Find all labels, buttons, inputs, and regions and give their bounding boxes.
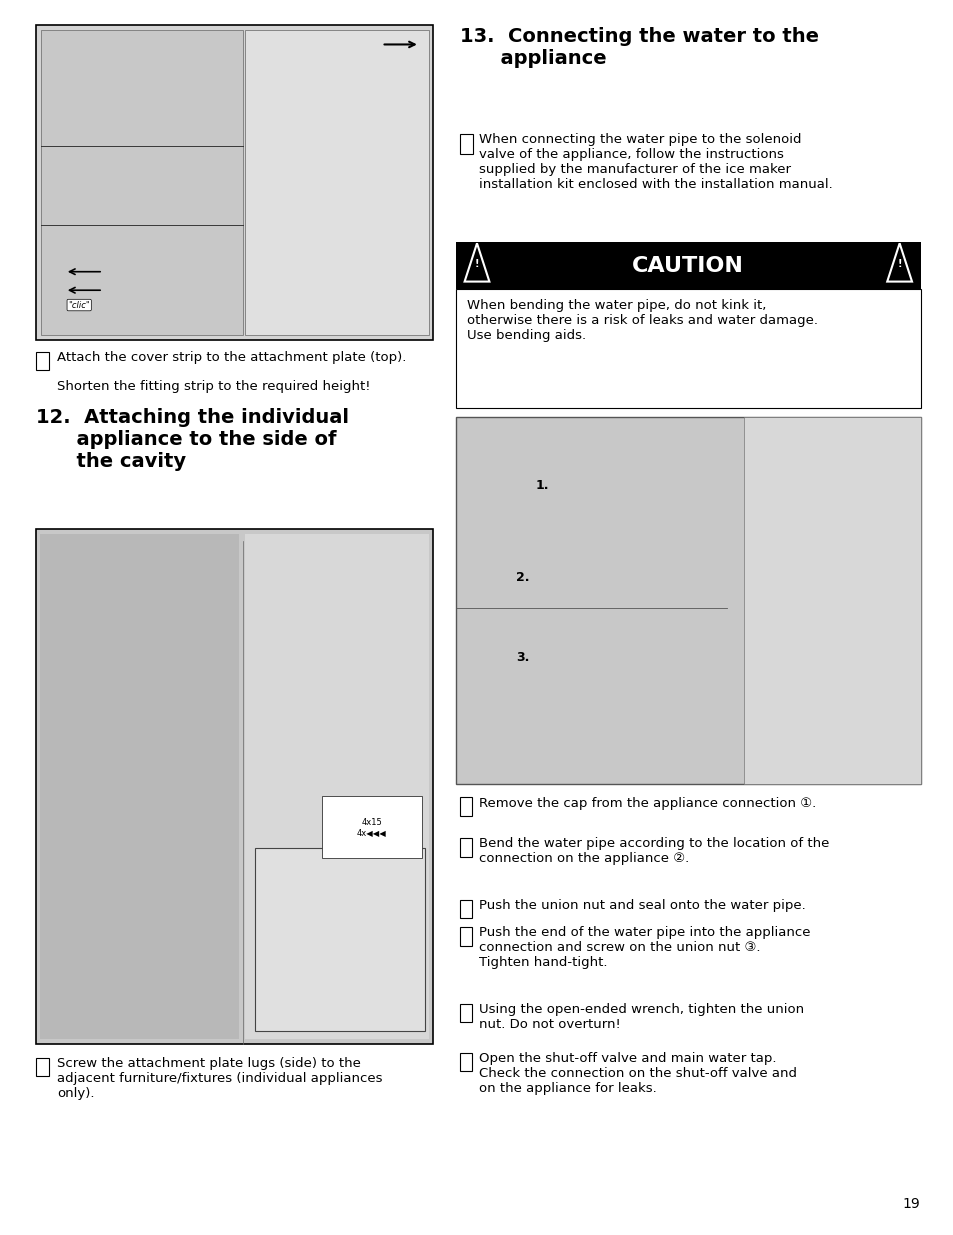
Text: 3.: 3.: [516, 651, 529, 664]
Text: Push the union nut and seal onto the water pipe.: Push the union nut and seal onto the wat…: [478, 899, 805, 913]
Bar: [456, 289, 920, 408]
Text: Open the shut-off valve and main water tap.
Check the connection on the shut-off: Open the shut-off valve and main water t…: [478, 1052, 796, 1095]
Bar: [41, 30, 242, 335]
Text: Shorten the fitting strip to the required height!: Shorten the fitting strip to the require…: [57, 380, 371, 394]
Bar: [36, 352, 49, 370]
Bar: [36, 529, 433, 1044]
Bar: [245, 30, 429, 335]
Text: Remove the cap from the appliance connection ①.: Remove the cap from the appliance connec…: [478, 797, 816, 810]
Text: When connecting the water pipe to the solenoid
valve of the appliance, follow th: When connecting the water pipe to the so…: [478, 133, 832, 191]
Bar: [245, 534, 429, 1039]
Bar: [459, 927, 472, 946]
Bar: [456, 242, 920, 289]
Text: "clic": "clic": [69, 300, 90, 310]
Text: When bending the water pipe, do not kink it,
otherwise there is a risk of leaks : When bending the water pipe, do not kink…: [467, 299, 818, 342]
Text: !: !: [475, 259, 478, 269]
Text: 1.: 1.: [535, 479, 548, 493]
Text: Screw the attachment plate lugs (side) to the
adjacent furniture/fixtures (indiv: Screw the attachment plate lugs (side) t…: [57, 1057, 382, 1100]
Bar: [456, 417, 920, 784]
Bar: [254, 848, 425, 1031]
Text: Bend the water pipe according to the location of the
connection on the appliance: Bend the water pipe according to the loc…: [478, 837, 828, 866]
Text: 12.  Attaching the individual
      appliance to the side of
      the cavity: 12. Attaching the individual appliance t…: [36, 408, 349, 471]
Text: !: !: [897, 259, 901, 269]
Text: 4x15
4x◀◀◀: 4x15 4x◀◀◀: [356, 818, 386, 837]
Bar: [459, 839, 472, 857]
Bar: [459, 798, 472, 816]
Bar: [322, 797, 421, 858]
Text: CAUTION: CAUTION: [632, 256, 743, 275]
Text: Attach the cover strip to the attachment plate (top).: Attach the cover strip to the attachment…: [57, 351, 406, 364]
Bar: [459, 135, 473, 154]
Text: Using the open-ended wrench, tighten the union
nut. Do not overturn!: Using the open-ended wrench, tighten the…: [478, 1003, 803, 1031]
Text: 19: 19: [902, 1197, 920, 1212]
Bar: [36, 1058, 49, 1077]
Bar: [743, 417, 920, 784]
Bar: [40, 534, 238, 1039]
Bar: [459, 900, 472, 919]
Text: Push the end of the water pipe into the appliance
connection and screw on the un: Push the end of the water pipe into the …: [478, 926, 809, 969]
Bar: [459, 1053, 472, 1072]
Text: 2.: 2.: [516, 571, 529, 584]
Text: 13.  Connecting the water to the
      appliance: 13. Connecting the water to the applianc…: [459, 27, 818, 68]
Bar: [36, 25, 433, 340]
Bar: [459, 1004, 472, 1023]
